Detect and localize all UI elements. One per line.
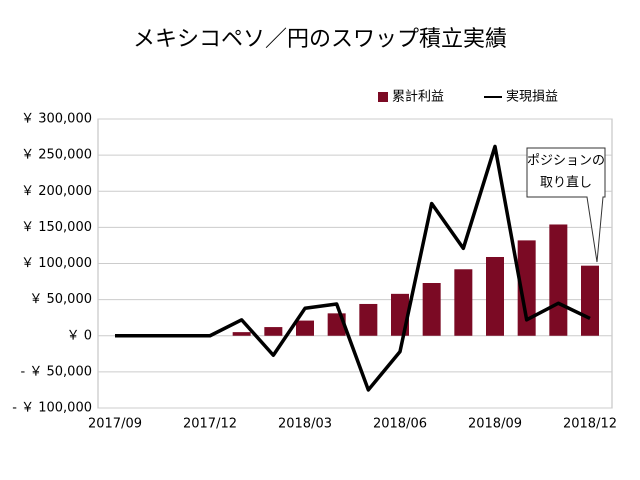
y-tick-label: ￥ 250,000 [21, 148, 92, 163]
bar [454, 269, 473, 336]
annotation-text: 取り直し [540, 176, 592, 191]
x-tick-label: 2017/12 [183, 417, 237, 432]
bar [422, 283, 441, 336]
bar [296, 320, 314, 336]
legend-swatch [378, 92, 388, 102]
legend-label: 実現損益 [506, 89, 558, 105]
x-tick-label: 2017/09 [88, 417, 142, 432]
annotation-text: ポジションの [527, 154, 605, 169]
line [115, 144, 591, 392]
y-tick-label: ￥ 0 [67, 328, 92, 343]
bar [549, 224, 568, 336]
x-tick-label: 2018/03 [278, 417, 332, 432]
y-tick-label: ￥ 100,000 [21, 256, 92, 271]
callout [526, 147, 606, 263]
x-tick-label: 2018/06 [373, 417, 427, 432]
y-tick-label: ￥ 200,000 [21, 184, 92, 199]
legend-label: 累計利益 [392, 89, 444, 105]
x-tick-label: 2018/12 [563, 417, 617, 432]
y-tick-label: ￥ 150,000 [21, 220, 92, 235]
y-tick-label: - ￥ 100,000 [12, 401, 92, 416]
bar [517, 240, 536, 336]
bar [232, 332, 251, 336]
bar [581, 265, 599, 336]
y-tick-label: - ￥ 50,000 [21, 364, 92, 379]
bar [264, 327, 283, 336]
x-tick-label: 2018/09 [468, 417, 522, 432]
bar [486, 256, 504, 336]
bar [359, 303, 378, 336]
y-tick-label: ￥ 300,000 [21, 112, 92, 127]
chart-title: メキシコペソ／円のスワップ積立実績 [133, 27, 507, 52]
y-tick-label: ￥ 50,000 [29, 292, 92, 307]
